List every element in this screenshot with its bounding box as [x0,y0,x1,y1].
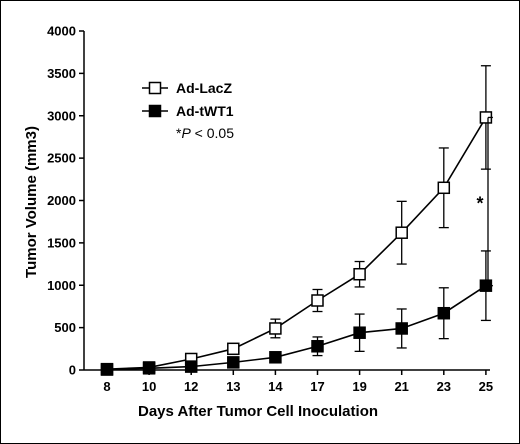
data-point [437,181,451,195]
significance-star: * [476,194,483,214]
series-ad-twt1 [100,250,493,376]
x-tick-label: 14 [268,379,283,394]
axes: 0 500 1000 1500 2000 2500 3000 3500 4000 8 10 12 13 1… [47,24,493,395]
series-layer [100,65,493,376]
x-tick-label: 21 [394,379,408,394]
legend-marker-ad-twt1 [148,104,162,118]
data-point [311,340,324,353]
legend-marker-ad-lacz [148,81,162,95]
x-tick-label: 12 [184,379,198,394]
data-point [395,322,408,335]
y-tick-label: 0 [69,363,76,378]
data-point [353,326,366,339]
y-tick-label: 500 [54,320,76,335]
data-point [353,267,366,281]
significance-bracket: * [476,116,493,287]
legend-label-ad-twt1: Ad-tWT1 [176,103,234,119]
y-tick-label: 1500 [47,235,76,250]
data-point [227,342,240,356]
y-tick-label: 2000 [47,193,76,208]
x-tick-label: 13 [226,379,240,394]
data-point [227,356,240,369]
series-line [106,117,487,370]
p-value-annotation: *P < 0.05 [176,125,234,141]
y-tick-label: 3000 [47,108,76,123]
data-point [269,351,282,364]
data-point [184,360,198,373]
data-point [269,322,282,335]
x-tick-label: 19 [352,379,366,394]
y-axis-title: Tumor Volume (mm3) [23,126,40,278]
x-tick-label: 8 [103,379,110,394]
x-tick-label: 17 [310,379,324,394]
x-axis-title: Days After Tumor Cell Inoculation [138,403,378,420]
data-point [311,294,324,307]
legend: Ad-LacZ Ad-tWT1 *P < 0.05 [142,80,234,141]
data-point [437,306,451,320]
legend-label-ad-lacz: Ad-LacZ [176,80,232,96]
y-tick-label: 1000 [47,278,76,293]
x-tick-label: 10 [142,379,156,394]
x-tick-label: 23 [437,379,451,394]
data-point [395,226,408,239]
series-ad-lacz [100,65,493,376]
y-tick-label: 3500 [47,66,76,81]
data-point [100,363,114,376]
series-line [106,285,487,371]
x-tick-label: 25 [479,379,493,394]
data-point [142,362,156,375]
y-tick-label: 4000 [47,24,76,39]
y-tick-label: 2500 [47,151,76,166]
